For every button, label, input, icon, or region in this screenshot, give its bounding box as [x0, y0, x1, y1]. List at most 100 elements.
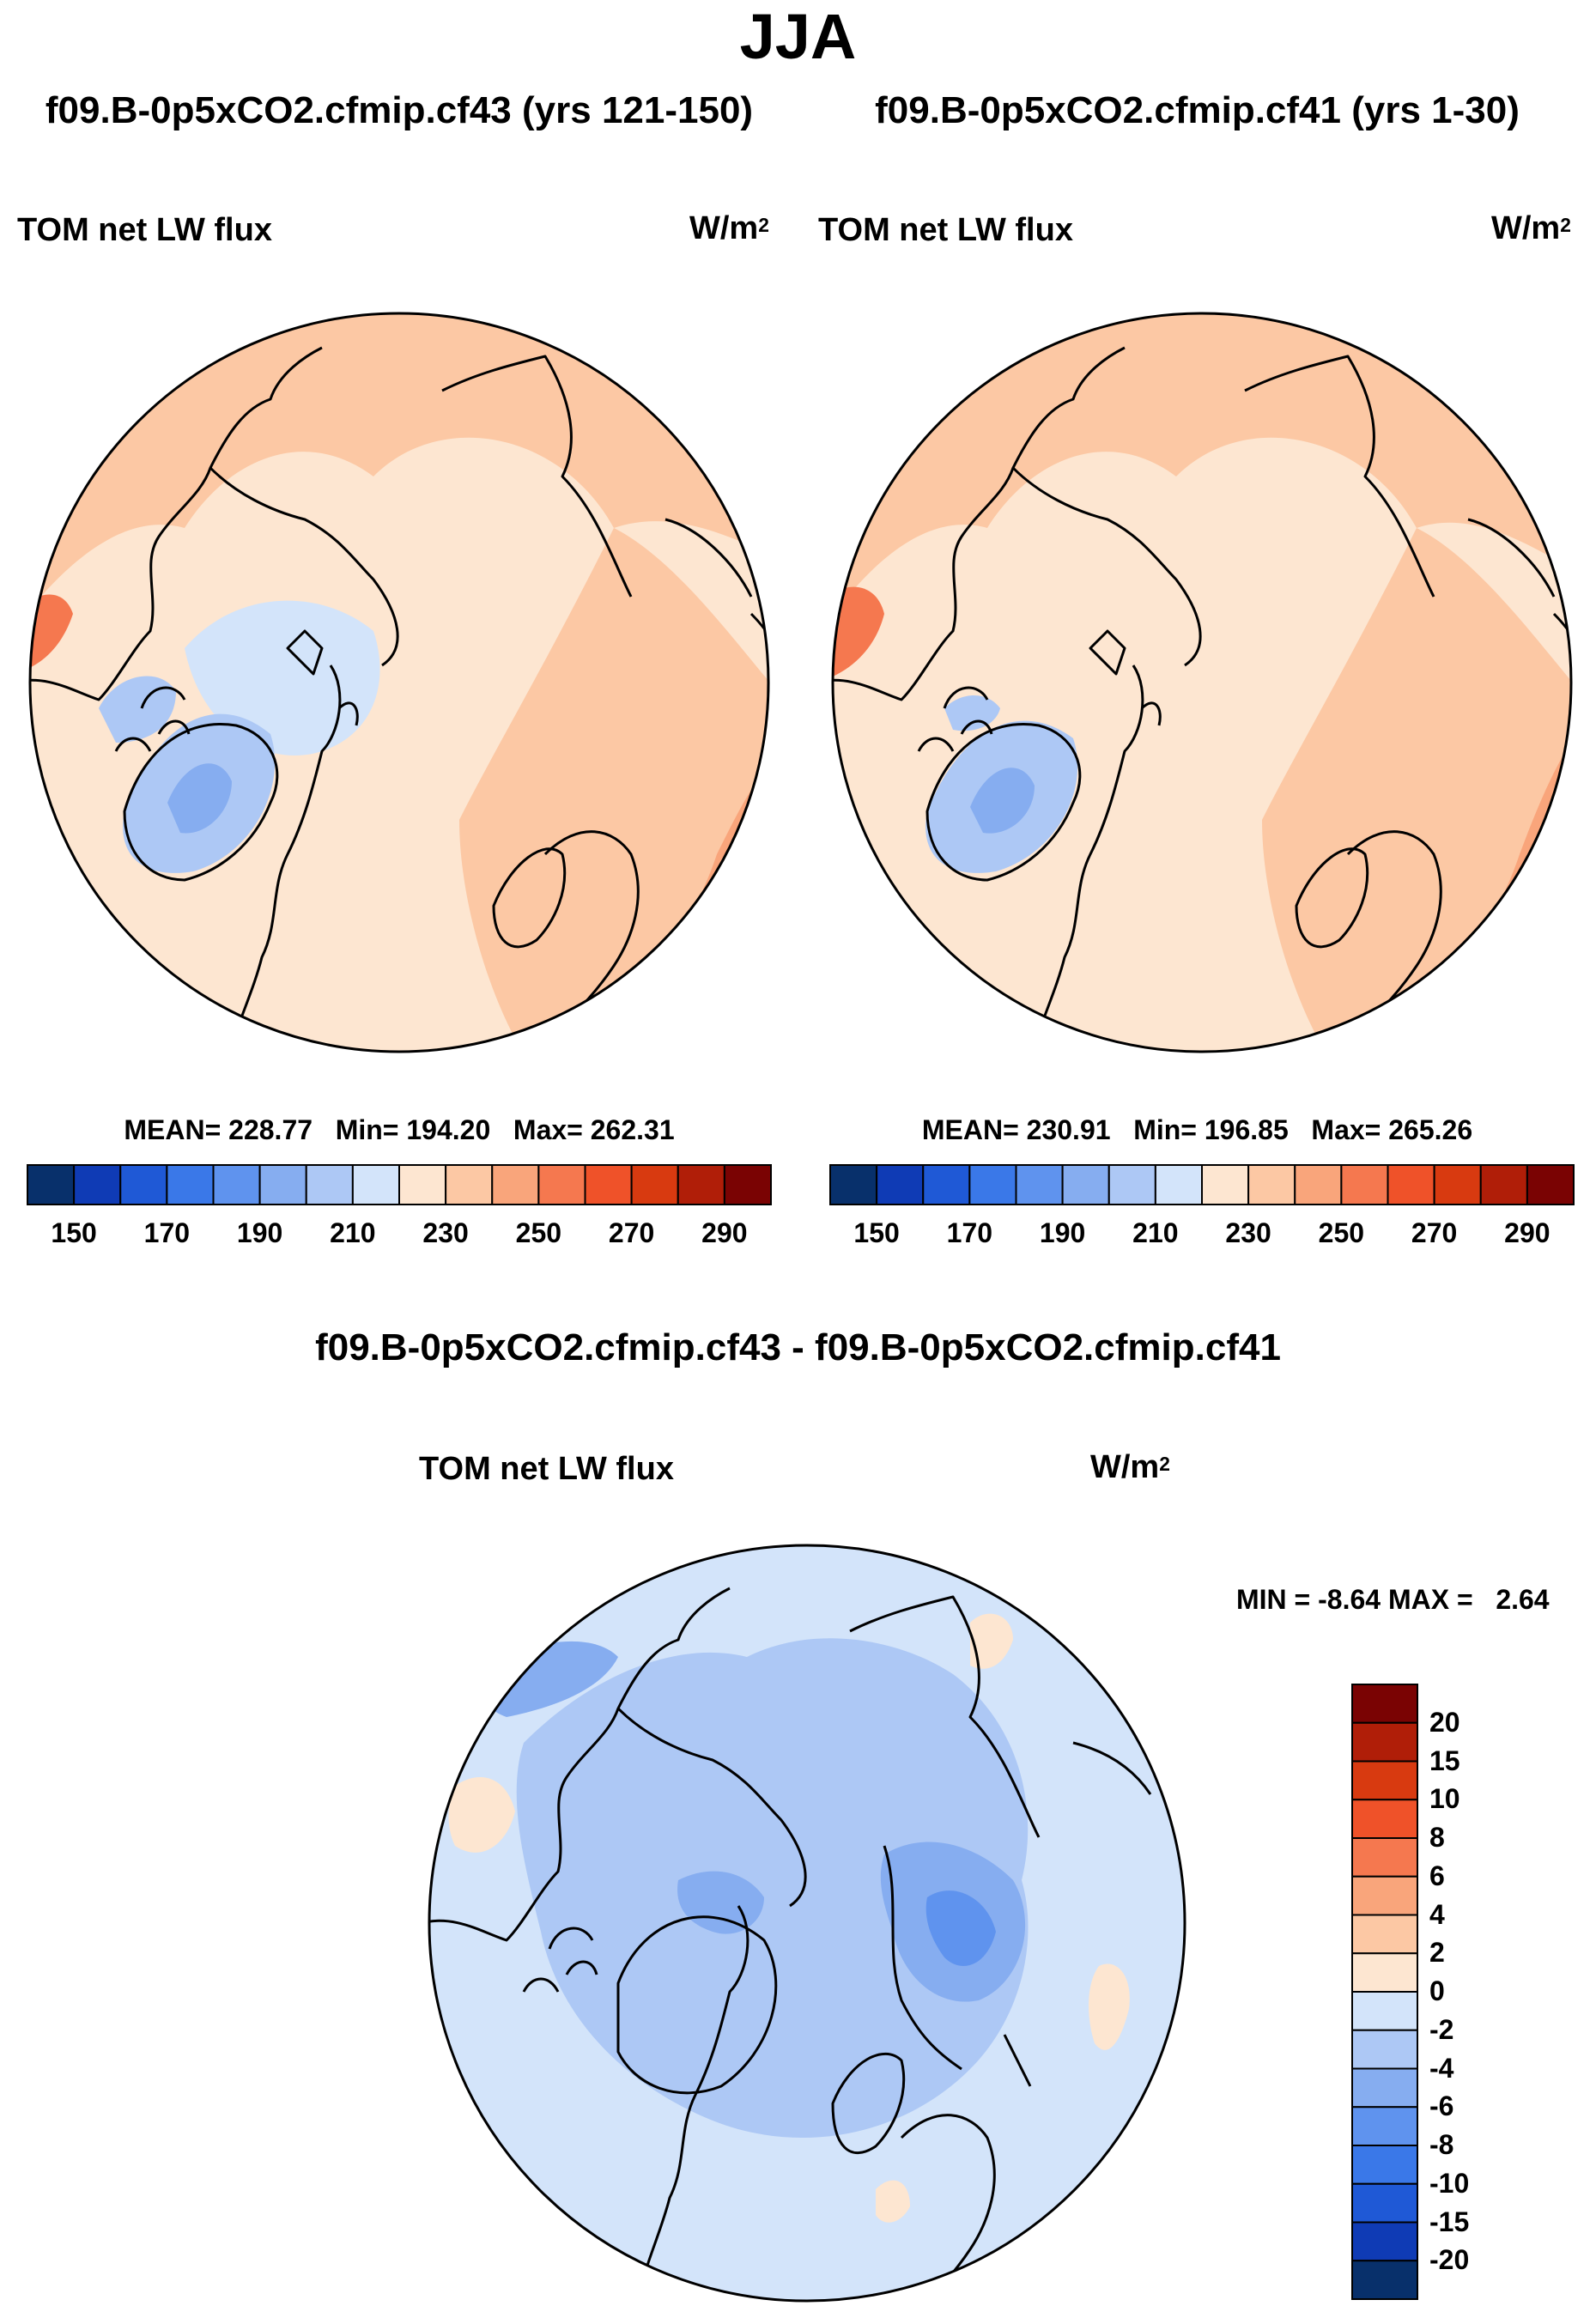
difference-colorbar-labels: 20 15 10 8 6 4 2 0 -2 -4 -6 -8 -10 -15 -20	[1429, 1683, 1532, 2301]
panel-1-field-hot-west	[30, 594, 73, 674]
panel-1-colorbar-box	[351, 1164, 400, 1205]
panel-1-colorbar-box	[677, 1164, 725, 1205]
panel-1-colorbar-tick: 250	[515, 1217, 562, 1248]
panel-2-colorbar-box	[968, 1164, 1017, 1205]
difference-minmax: MIN = -8.64 MAX = 2.64	[1236, 1584, 1550, 1615]
panel-2-colorbar-tick: 270	[1411, 1217, 1458, 1248]
panel-2-stats: MEAN= 230.91 Min= 196.85 Max= 265.26	[921, 1114, 1473, 1145]
panel-2-case-title: f09.B-0p5xCO2.cfmip.cf41 (yrs 1-30)	[875, 89, 1520, 131]
difference-colorbar-box	[1351, 1875, 1418, 1916]
panel-2-colorbar-tick: 170	[946, 1217, 993, 1248]
difference-colorbar-label: -4	[1429, 2052, 1454, 2084]
difference-colorbar-box	[1351, 2067, 1418, 2109]
difference-colorbar-label: 8	[1429, 1822, 1445, 1853]
panel-2-field-greenland-core	[970, 768, 1035, 834]
panel-1-colorbar-ticks: 150 170 190 210 230 250 270 290	[26, 1217, 773, 1255]
difference-colorbar	[1351, 1684, 1418, 2300]
difference-colorbar-label: 15	[1429, 1745, 1460, 1776]
difference-colorbar-label: 20	[1429, 1706, 1460, 1738]
panel-1-field-greenland-core	[167, 763, 232, 834]
panel-1-colorbar-box	[305, 1164, 354, 1205]
difference-colorbar-label: -10	[1429, 2167, 1470, 2199]
difference-map-frame	[428, 1544, 1186, 2303]
panel-1-coastlines	[30, 346, 768, 1052]
difference-colorbar-label: -20	[1429, 2244, 1470, 2276]
difference-polar-map	[428, 1544, 1186, 2303]
panel-1-colorbar-box	[258, 1164, 307, 1205]
difference-variable-label: TOM net LW flux	[419, 1451, 674, 1487]
panel-2-colorbar-box	[1294, 1164, 1343, 1205]
panel-1-colorbar	[27, 1164, 772, 1205]
panel-2-colorbar-box	[1433, 1164, 1482, 1205]
difference-colorbar-label: -2	[1429, 2013, 1454, 2045]
panel-2-colorbar-box	[1247, 1164, 1296, 1205]
difference-colorbar-box	[1351, 2182, 1418, 2224]
panel-1-colorbar-tick: 210	[330, 1217, 376, 1248]
panel-1-colorbar-box	[73, 1164, 122, 1205]
panel-1-field-pacific	[30, 313, 768, 631]
panel-2-colorbar-box	[1387, 1164, 1435, 1205]
figure-title: JJA	[739, 1, 857, 72]
difference-colorbar-box	[1351, 2029, 1418, 2070]
panel-1-colorbar-box	[723, 1164, 772, 1205]
panel-2-field-pacific	[833, 313, 1571, 640]
difference-field-pos-north	[970, 1613, 1013, 1669]
panel-1-colorbar-box	[166, 1164, 215, 1205]
difference-colorbar-box	[1351, 2260, 1418, 2300]
panel-2-colorbar-tick: 150	[853, 1217, 900, 1248]
difference-colorbar-box	[1351, 1952, 1418, 1993]
difference-colorbar-label: 0	[1429, 1975, 1445, 2006]
panel-1-colorbar-box	[119, 1164, 168, 1205]
panel-2-colorbar-tick: 230	[1225, 1217, 1271, 1248]
panel-1-colorbar-box	[27, 1164, 76, 1205]
difference-colorbar-label: 10	[1429, 1783, 1460, 1815]
difference-field-pos-east	[1089, 1963, 1130, 2050]
panel-1-colorbar-tick: 190	[236, 1217, 283, 1248]
panel-2-colorbar-tick: 190	[1039, 1217, 1086, 1248]
difference-colorbar-label: -6	[1429, 2091, 1454, 2122]
difference-colorbar-box	[1351, 1837, 1418, 1878]
panel-2-colorbar-tick: 290	[1504, 1217, 1550, 1248]
difference-colorbar-box	[1351, 1721, 1418, 1763]
difference-colorbar-box	[1351, 2145, 1418, 2185]
panel-2-colorbar-box	[1479, 1164, 1528, 1205]
difference-colorbar-box	[1351, 1799, 1418, 1839]
panel-1-colorbar-tick: 290	[701, 1217, 748, 1248]
panel-1-colorbar-box	[584, 1164, 633, 1205]
panel-2-colorbar-tick: 210	[1132, 1217, 1179, 1248]
panel-2-polar-map	[831, 312, 1573, 1053]
difference-colorbar-box	[1351, 1914, 1418, 1955]
panel-2-units: W/m2	[1491, 210, 1571, 246]
difference-colorbar-box	[1351, 1760, 1418, 1801]
panel-1-units: W/m2	[689, 210, 769, 246]
difference-colorbar-box	[1351, 1991, 1418, 2031]
panel-2-coastlines	[833, 346, 1571, 1052]
difference-colorbar-label: -15	[1429, 2206, 1470, 2237]
panel-1-field-archipelago	[99, 676, 176, 743]
difference-colorbar-box	[1351, 2106, 1418, 2146]
panel-2-field-hot-west	[833, 586, 884, 683]
panel-2-colorbar-tick: 250	[1318, 1217, 1365, 1248]
panel-2-colorbar-box	[922, 1164, 971, 1205]
panel-1-polar-map	[28, 312, 770, 1053]
panel-1-colorbar-box	[445, 1164, 494, 1205]
panel-2-colorbar-box	[1154, 1164, 1203, 1205]
panel-2-field-archipelago	[944, 695, 1000, 731]
panel-1-colorbar-box	[398, 1164, 447, 1205]
panel-1-stats: MEAN= 228.77 Min= 194.20 Max= 262.31	[124, 1114, 675, 1145]
panel-2-colorbar-box	[1340, 1164, 1389, 1205]
difference-field-siberia-core	[925, 1890, 996, 1966]
panel-2-colorbar-box	[829, 1164, 878, 1205]
panel-1-colorbar-tick: 170	[143, 1217, 191, 1248]
difference-field-archipelago-neg	[677, 1871, 764, 1934]
panel-2-colorbar-ticks: 150 170 190 210 230 250 270 290	[828, 1217, 1575, 1255]
panel-2-colorbar-box	[1015, 1164, 1064, 1205]
panel-2-colorbar-box	[1107, 1164, 1156, 1205]
panel-2-colorbar-box	[1061, 1164, 1110, 1205]
difference-colorbar-label: 4	[1429, 1898, 1445, 1930]
panel-1-colorbar-box	[212, 1164, 261, 1205]
difference-colorbar-box	[1351, 2221, 1418, 2262]
panel-2-colorbar-box	[1526, 1164, 1575, 1205]
difference-colorbar-box	[1351, 1684, 1418, 1724]
panel-1-colorbar-tick: 230	[422, 1217, 469, 1248]
